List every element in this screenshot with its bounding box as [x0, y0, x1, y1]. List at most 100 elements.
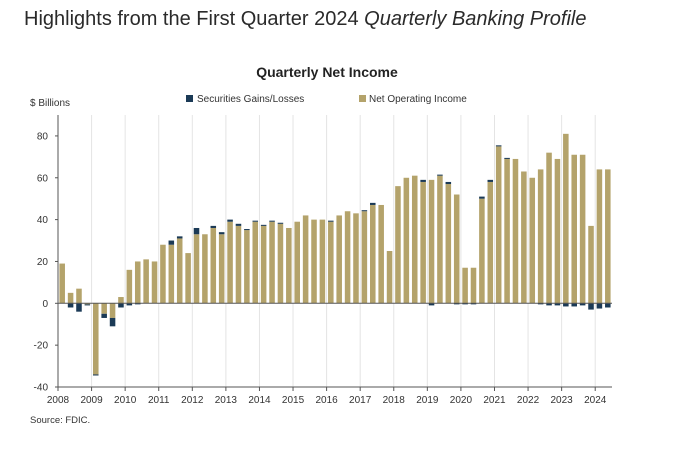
bar-net-operating	[76, 288, 82, 304]
bar-securities	[118, 303, 124, 308]
bar-net-operating	[453, 194, 460, 304]
bar-net-operating	[269, 221, 275, 304]
x-tick-label: 2010	[114, 395, 137, 406]
bar-net-operating	[286, 227, 292, 304]
bar-securities	[571, 303, 577, 307]
bar-securities	[328, 220, 334, 222]
bar-net-operating	[134, 261, 141, 304]
grid-lines	[57, 115, 596, 387]
bar-net-operating	[202, 234, 208, 304]
bar-net-operating	[378, 204, 384, 304]
chart-title: Quarterly Net Income	[256, 64, 398, 80]
bar-net-operating	[479, 198, 485, 304]
bar-net-operating	[252, 221, 259, 304]
bar-net-operating	[193, 234, 200, 304]
bar-net-operating	[487, 181, 494, 304]
bar-net-operating	[168, 244, 175, 304]
bar-securities	[579, 303, 586, 306]
x-tick-label: 2012	[181, 395, 204, 406]
bar-securities	[487, 179, 494, 182]
x-tick-label: 2016	[315, 395, 338, 406]
x-tick-labels: 2008 2009 2010 2011 2012 2013 2014 2015 2016 2017…	[47, 387, 607, 406]
bar-net-operating	[319, 219, 326, 304]
bar-net-operating	[227, 221, 233, 304]
legend-label-net-operating: Net Operating Income	[369, 94, 467, 105]
legend-swatch-securities	[186, 95, 193, 102]
bar-securities	[470, 303, 477, 305]
bar-securities	[109, 317, 116, 327]
bar-net-operating	[59, 263, 65, 304]
bar-securities	[277, 222, 284, 224]
y-tick-label: -40	[34, 383, 49, 394]
bar-net-operating	[210, 227, 217, 304]
bar-securities	[453, 303, 460, 305]
bar-securities	[235, 223, 242, 226]
bar-net-operating	[420, 181, 426, 304]
bar-securities	[168, 240, 175, 245]
bar-securities	[596, 303, 603, 309]
bar-securities	[210, 225, 217, 228]
bar-net-operating	[370, 204, 376, 304]
bar-securities	[546, 303, 552, 306]
bar-net-operating	[411, 175, 418, 304]
bar-net-operating	[470, 267, 477, 304]
bar-net-operating	[328, 221, 334, 304]
bar-securities	[67, 303, 74, 308]
bar-net-operating	[546, 152, 552, 304]
bar-net-operating	[521, 171, 527, 304]
bar-net-operating	[596, 169, 603, 304]
bar-securities	[193, 227, 200, 235]
bar-securities	[252, 220, 259, 222]
x-tick-label: 2009	[80, 395, 103, 406]
bar-net-operating	[143, 259, 149, 304]
bar-net-operating	[504, 158, 510, 304]
bar-net-operating	[160, 244, 166, 304]
bar-net-operating	[67, 292, 74, 304]
bar-securities	[537, 303, 544, 305]
bar-securities	[93, 374, 99, 376]
bar-securities	[244, 229, 250, 231]
x-tick-label: 2014	[248, 395, 271, 406]
bar-net-operating	[336, 215, 342, 304]
bar-net-operating	[353, 213, 359, 304]
bars	[59, 133, 611, 376]
bar-net-operating	[101, 303, 107, 314]
x-tick-label: 2008	[47, 395, 70, 406]
bar-securities	[370, 202, 376, 205]
bar-net-operating	[294, 221, 300, 304]
bar-net-operating	[554, 158, 561, 304]
page-heading: Highlights from the First Quarter 2024 Q…	[24, 8, 586, 31]
bar-securities	[101, 313, 107, 318]
bar-net-operating	[277, 223, 284, 304]
bar-securities	[428, 303, 435, 306]
bar-securities	[134, 303, 141, 305]
bar-net-operating	[218, 234, 225, 304]
x-tick-label: 2024	[584, 395, 607, 406]
x-tick-label: 2015	[282, 395, 305, 406]
bar-net-operating	[151, 261, 158, 304]
bar-securities	[420, 179, 426, 182]
bar-securities	[84, 304, 91, 306]
y-axis-label: $ Billions	[30, 98, 70, 109]
bar-net-operating	[529, 177, 536, 304]
bar-net-operating	[344, 211, 351, 304]
bar-net-operating	[588, 225, 594, 304]
bar-securities	[227, 219, 233, 222]
y-tick-label: -20	[34, 341, 49, 352]
y-tick-label: 60	[37, 173, 49, 184]
bar-net-operating	[302, 215, 309, 304]
x-tick-label: 2019	[416, 395, 439, 406]
bar-securities	[260, 224, 267, 226]
x-tick-label: 2020	[450, 395, 473, 406]
bar-securities	[437, 174, 443, 176]
x-tick-label: 2018	[383, 395, 406, 406]
bar-net-operating	[361, 211, 368, 304]
bar-net-operating	[235, 225, 242, 304]
bar-net-operating	[462, 267, 468, 304]
legend: Securities Gains/Losses Net Operating In…	[186, 94, 467, 105]
bar-net-operating	[311, 219, 317, 304]
bar-securities	[504, 157, 510, 159]
bar-securities	[479, 196, 485, 199]
y-tick-label: 80	[37, 131, 49, 142]
bar-net-operating	[571, 154, 577, 304]
